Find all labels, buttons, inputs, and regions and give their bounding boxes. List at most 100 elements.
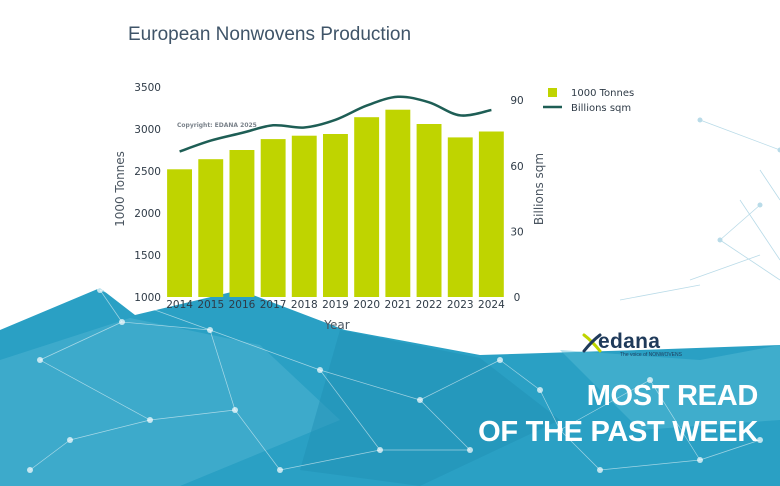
network-line (279, 449, 381, 471)
network-line (209, 329, 321, 371)
banner-line-2: OF THE PAST WEEK (478, 416, 758, 448)
network-node (497, 357, 503, 363)
network-line (99, 289, 211, 331)
bar-2020 (354, 117, 380, 297)
network-line (69, 419, 151, 441)
network-line (559, 379, 651, 431)
y-tick-label: 1500 (134, 250, 161, 262)
bar-2022 (416, 124, 442, 297)
bar-series (167, 109, 504, 297)
network-node (37, 357, 43, 363)
x-axis-title: Year (323, 318, 349, 332)
network-node (697, 457, 703, 463)
network-facet (0, 318, 340, 486)
x-tick-label: 2018 (291, 299, 318, 311)
network-node (27, 467, 33, 473)
network-node (417, 397, 423, 403)
network-line (319, 369, 381, 451)
network-node (119, 319, 125, 325)
network-line (619, 284, 701, 301)
x-tick-label: 2016 (229, 299, 256, 311)
bar-2015 (198, 159, 224, 297)
bar-2017 (260, 139, 286, 297)
network-facet (560, 345, 780, 430)
network-line (719, 239, 780, 281)
bar-2018 (291, 135, 317, 297)
x-tick-label: 2014 (166, 299, 193, 311)
edana-tagline: The voice of NONWOVENS (620, 352, 682, 358)
network-line (39, 321, 123, 361)
network-line (29, 439, 71, 471)
network-node (717, 237, 723, 243)
x-tick-label: 2022 (416, 299, 443, 311)
network-node (697, 117, 703, 123)
bar-2021 (385, 109, 411, 297)
network-node (647, 377, 653, 383)
network-line (121, 321, 211, 331)
network-line (689, 254, 761, 281)
network-node (757, 202, 763, 208)
edana-logo: edana The voice of NONWOVENS (582, 330, 692, 360)
x-tick-label: 2023 (447, 299, 474, 311)
network-line (739, 199, 780, 261)
network-node (232, 407, 238, 413)
y-tick-label: 1000 (134, 292, 161, 304)
legend-label-line: Billions sqm (571, 103, 631, 114)
line-series-billions-sqm (179, 95, 492, 153)
network-node (597, 467, 603, 473)
network-node (97, 287, 103, 293)
x-tick-label: 2020 (353, 299, 380, 311)
copyright-note: Copyright: EDANA 2025 (177, 122, 257, 129)
network-node (777, 147, 780, 153)
x-tick-label: 2019 (322, 299, 349, 311)
chart-title: European Nonwovens Production (128, 24, 412, 45)
bar-2019 (323, 134, 348, 297)
network-facet (300, 330, 560, 486)
network-node (557, 427, 563, 433)
y-axis-title: 1000 Tonnes (113, 151, 127, 227)
network-line (419, 399, 471, 451)
x-tick-label: 2015 (197, 299, 224, 311)
bar-2023 (447, 137, 473, 297)
y2-tick-label: 0 (514, 292, 521, 304)
network-node (757, 437, 763, 443)
y2-axis-title: Billions sqm (532, 153, 546, 225)
y-axis-ticks: 1000 1500 2000 2500 3000 3500 (134, 82, 161, 304)
network-line (499, 359, 541, 391)
bar-2014 (167, 169, 192, 297)
legend-label-bars: 1000 Tonnes (571, 88, 634, 99)
network-node (537, 387, 543, 393)
most-read-banner: MOST READ OF THE PAST WEEK (478, 378, 758, 450)
network-node (467, 447, 473, 453)
network-line (649, 379, 701, 461)
y-tick-label: 3500 (134, 82, 161, 94)
x-tick-label: 2017 (260, 299, 287, 311)
bar-2024 (478, 131, 504, 297)
edana-wordmark: edana (598, 330, 661, 353)
network-node (207, 327, 213, 333)
network-line (149, 409, 236, 421)
network-line (699, 439, 761, 461)
y-tick-label: 3000 (134, 124, 161, 136)
y-tick-label: 2000 (134, 208, 161, 220)
network-node (67, 437, 73, 443)
network-line (539, 389, 561, 431)
network-line (719, 204, 761, 241)
y2-tick-label: 30 (510, 226, 523, 238)
network-node (277, 467, 283, 473)
network-line (559, 429, 601, 471)
network-line (599, 459, 701, 471)
x-tick-label: 2021 (385, 299, 412, 311)
network-line (419, 359, 501, 401)
network-line (209, 329, 236, 411)
network-line (759, 169, 780, 201)
bar-2016 (229, 150, 255, 297)
y2-tick-label: 90 (510, 95, 523, 107)
y-tick-label: 2500 (134, 166, 161, 178)
network-line (319, 369, 421, 401)
x-tick-label: 2024 (478, 299, 505, 311)
edana-x-mark-icon (582, 333, 602, 353)
banner-line-1: MOST READ (586, 380, 759, 412)
